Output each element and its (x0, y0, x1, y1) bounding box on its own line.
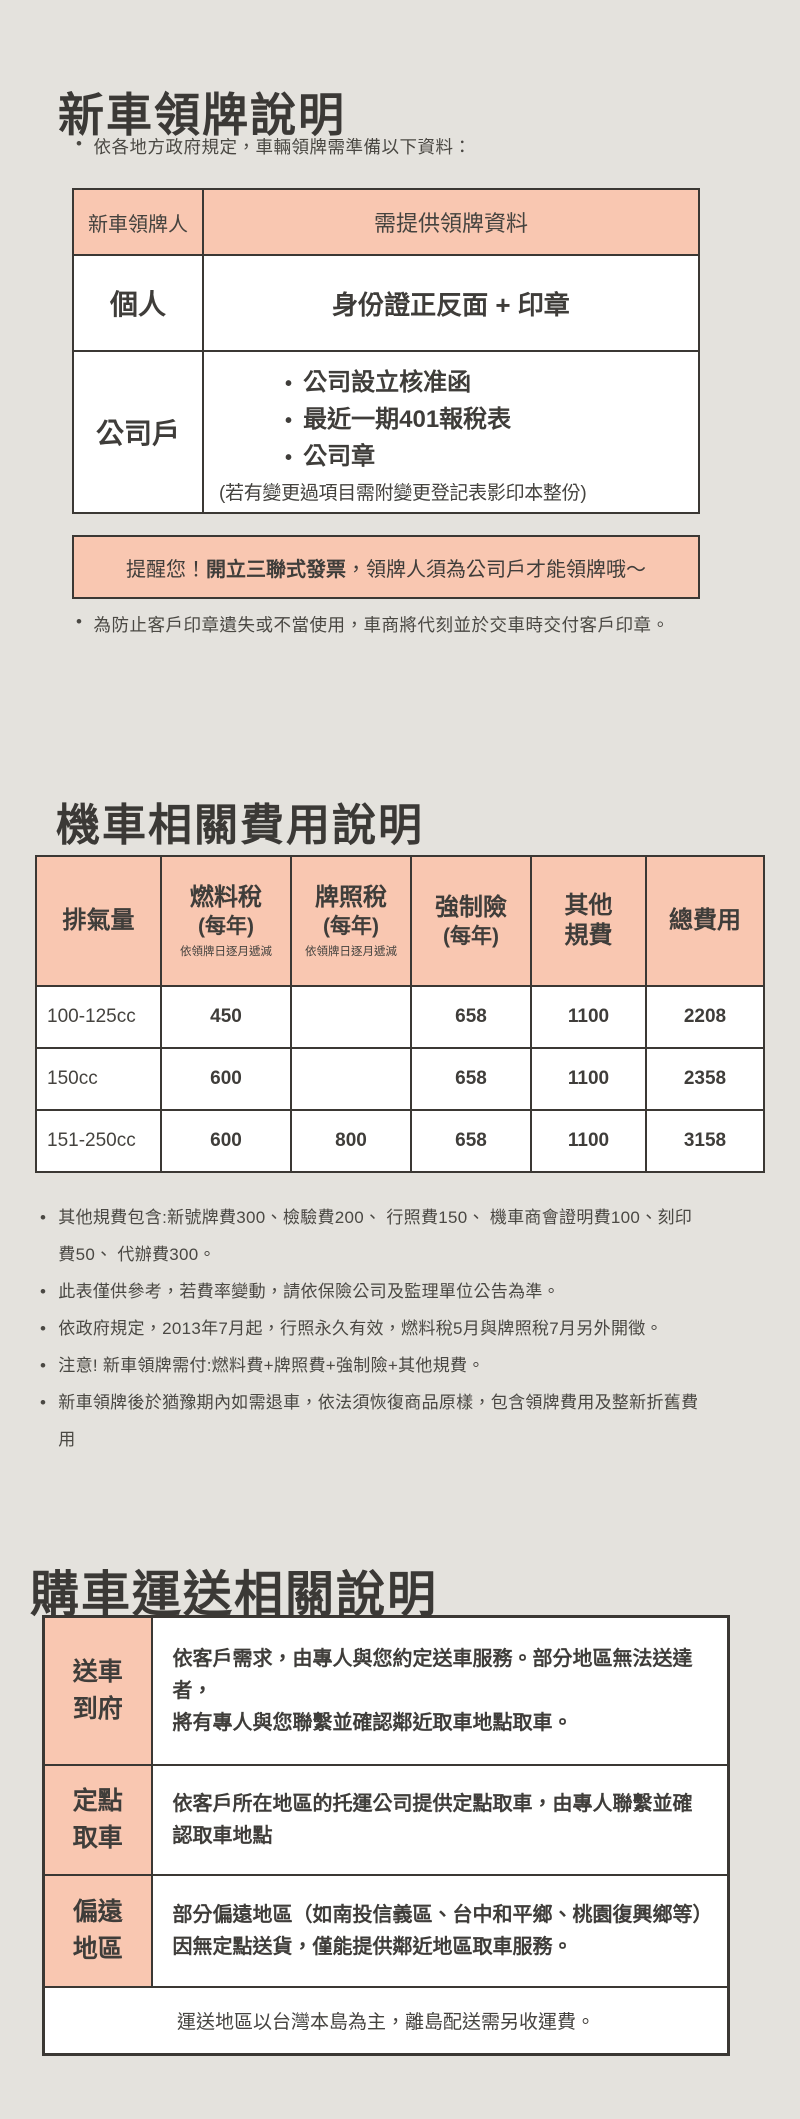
fee-header-other-fees: 其他 規費 (530, 855, 647, 987)
section2-note-bullet: 注意! 新車領牌需付:燃料費+牌照費+強制險+其他規費。 (40, 1347, 706, 1384)
fee-cell (290, 1047, 412, 1111)
section2-note-bullet: 依政府規定，2013年7月起，行照永久有效，燃料稅5月與牌照稅7月另外開徵。 (40, 1310, 706, 1347)
section1-intro-text: 依各地方政府規定，車輛領牌需準備以下資料： (93, 137, 472, 157)
section2-note-bullet: 其他規費包含:新號牌費300、檢驗費200、 行照費150、 機車商會證明費10… (40, 1199, 706, 1273)
company-documents-note: (若有變更過項目需附變更登記表影印本整份) (219, 483, 587, 504)
license-table-header-row: 新車領牌人 需提供領牌資料 (72, 188, 700, 256)
fee-cell: 2208 (645, 985, 765, 1049)
section1-title: 新車領牌說明 (58, 88, 346, 141)
fee-cell: 450 (160, 985, 292, 1049)
fee-cell: 800 (290, 1109, 412, 1173)
section1-seal-note-bullet: 為防止客戶印章遺失或不當使用，車商將代刻並於交車時交付客戶印章。 (76, 612, 669, 637)
personal-documents: 身份證正反面 + 印章 (202, 254, 700, 352)
invoice-reminder-banner: 提醒您！ 開立三聯式發票 ，領牌人須為公司戶才能領牌哦～ (72, 535, 700, 599)
license-row-personal: 個人 身份證正反面 + 印章 (72, 254, 700, 352)
fee-row-150cc: 150cc 600 658 1100 2358 (35, 1047, 765, 1111)
fee-row-151-250cc: 151-250cc 600 800 658 1100 3158 (35, 1109, 765, 1173)
fee-cell: 1100 (530, 1109, 647, 1173)
delivery-row-remote-area: 偏遠 地區 部分偏遠地區（如南投信義區、台中和平鄉、桃園復興鄉等）因無定點送貨，… (42, 1873, 730, 1988)
fee-cell: 151-250cc (35, 1109, 162, 1173)
delivery-row-home: 送車 到府 依客戶需求，由專人與您約定送車服務。部分地區無法送達者， 將有專人與… (42, 1615, 730, 1766)
company-label: 公司戶 (72, 350, 204, 514)
reminder-prefix: 提醒您！ (126, 558, 206, 581)
delivery-footer-row: 運送地區以台灣本島為主，離島配送需另收運費。 (42, 1985, 730, 2056)
delivery-footer-note: 運送地區以台灣本島為主，離島配送需另收運費。 (42, 1985, 730, 2056)
license-header-holder: 新車領牌人 (72, 188, 204, 256)
fee-cell: 658 (410, 1047, 532, 1111)
company-doc-item: 公司章 (285, 439, 697, 476)
delivery-home-label: 送車 到府 (42, 1615, 153, 1766)
delivery-info-table: 送車 到府 依客戶需求，由專人與您約定送車服務。部分地區無法送達者， 將有專人與… (42, 1615, 730, 2056)
fee-header-license-tax: 牌照稅 (每年) 依領牌日逐月遞減 (290, 855, 412, 987)
fee-header-fuel-tax: 燃料稅 (每年) 依領牌日逐月遞減 (160, 855, 292, 987)
section2-note-bullet: 此表僅供參考，若費率變動，請依保險公司及監理單位公告為準。 (40, 1273, 706, 1310)
fee-cell: 1100 (530, 1047, 647, 1111)
delivery-pickup-label: 定點 取車 (42, 1763, 153, 1876)
fee-cell: 1100 (530, 985, 647, 1049)
fee-row-100-125cc: 100-125cc 450 658 1100 2208 (35, 985, 765, 1049)
motorcycle-fee-table: 排氣量 燃料稅 (每年) 依領牌日逐月遞減 牌照稅 (每年) 依領牌日逐月遞減 … (35, 855, 765, 1173)
delivery-remote-label: 偏遠 地區 (42, 1873, 153, 1988)
section2-notes-list: 其他規費包含:新號牌費300、檢驗費200、 行照費150、 機車商會證明費10… (40, 1199, 706, 1458)
fee-header-displacement: 排氣量 (35, 855, 162, 987)
delivery-row-pickup-point: 定點 取車 依客戶所在地區的托運公司提供定點取車，由專人聯繫並確認取車地點 (42, 1763, 730, 1876)
fee-cell: 658 (410, 1109, 532, 1173)
company-doc-item: 最近一期401報稅表 (285, 402, 697, 439)
section2-note-bullet: 新車領牌後於猶豫期內如需退車，依法須恢復商品原樣，包含領牌費用及整新折舊費用 (40, 1384, 706, 1458)
delivery-pickup-description: 依客戶所在地區的托運公司提供定點取車，由專人聯繫並確認取車地點 (150, 1763, 730, 1876)
section3-title: 購車運送相關說明 (30, 1567, 439, 1622)
company-documents-cell: 公司設立核准函 最近一期401報稅表 公司章 (若有變更過項目需附變更登記表影印… (202, 350, 700, 514)
personal-label: 個人 (72, 254, 204, 352)
fee-cell: 600 (160, 1109, 292, 1173)
fee-cell: 3158 (645, 1109, 765, 1173)
license-row-company: 公司戶 公司設立核准函 最近一期401報稅表 公司章 (若有變更過項目需附變更登… (72, 350, 700, 514)
delivery-home-description: 依客戶需求，由專人與您約定送車服務。部分地區無法送達者， 將有專人與您聯繫並確認… (150, 1615, 730, 1766)
fee-cell: 2358 (645, 1047, 765, 1111)
reminder-bold-text: 開立三聯式發票 (206, 558, 346, 581)
fee-header-compulsory-insurance: 強制險 (每年) (410, 855, 532, 987)
fee-cell: 658 (410, 985, 532, 1049)
fee-table-header-row: 排氣量 燃料稅 (每年) 依領牌日逐月遞減 牌照稅 (每年) 依領牌日逐月遞減 … (35, 855, 765, 987)
fee-cell: 600 (160, 1047, 292, 1111)
section2-title: 機車相關費用說明 (56, 801, 424, 851)
fee-cell: 100-125cc (35, 985, 162, 1049)
company-doc-item: 公司設立核准函 (285, 365, 697, 402)
license-holder-table: 新車領牌人 需提供領牌資料 個人 身份證正反面 + 印章 公司戶 公司設立核准函… (72, 188, 700, 514)
fee-cell (290, 985, 412, 1049)
fee-cell: 150cc (35, 1047, 162, 1111)
license-header-documents: 需提供領牌資料 (202, 188, 700, 256)
delivery-remote-description: 部分偏遠地區（如南投信義區、台中和平鄉、桃園復興鄉等）因無定點送貨，僅能提供鄰近… (150, 1873, 730, 1988)
fee-header-total: 總費用 (645, 855, 765, 987)
section1-intro-bullet: 依各地方政府規定，車輛領牌需準備以下資料： (76, 134, 471, 159)
section1-seal-note-text: 為防止客戶印章遺失或不當使用，車商將代刻並於交車時交付客戶印章。 (93, 615, 670, 635)
company-documents-list: 公司設立核准函 最近一期401報稅表 公司章 (205, 365, 697, 476)
reminder-suffix: ，領牌人須為公司戶才能領牌哦～ (346, 558, 646, 581)
